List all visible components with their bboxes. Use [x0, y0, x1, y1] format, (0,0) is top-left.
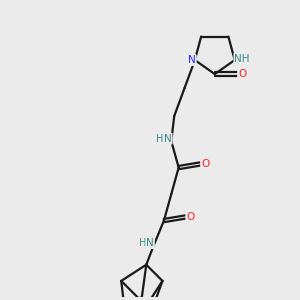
Text: H: H — [139, 238, 146, 248]
Text: NH: NH — [234, 54, 250, 64]
Text: H: H — [156, 134, 164, 144]
Text: O: O — [186, 212, 195, 222]
Text: N: N — [188, 55, 196, 65]
Text: N: N — [164, 134, 172, 144]
Text: O: O — [238, 69, 246, 79]
Text: O: O — [201, 159, 209, 169]
Text: N: N — [146, 238, 154, 248]
